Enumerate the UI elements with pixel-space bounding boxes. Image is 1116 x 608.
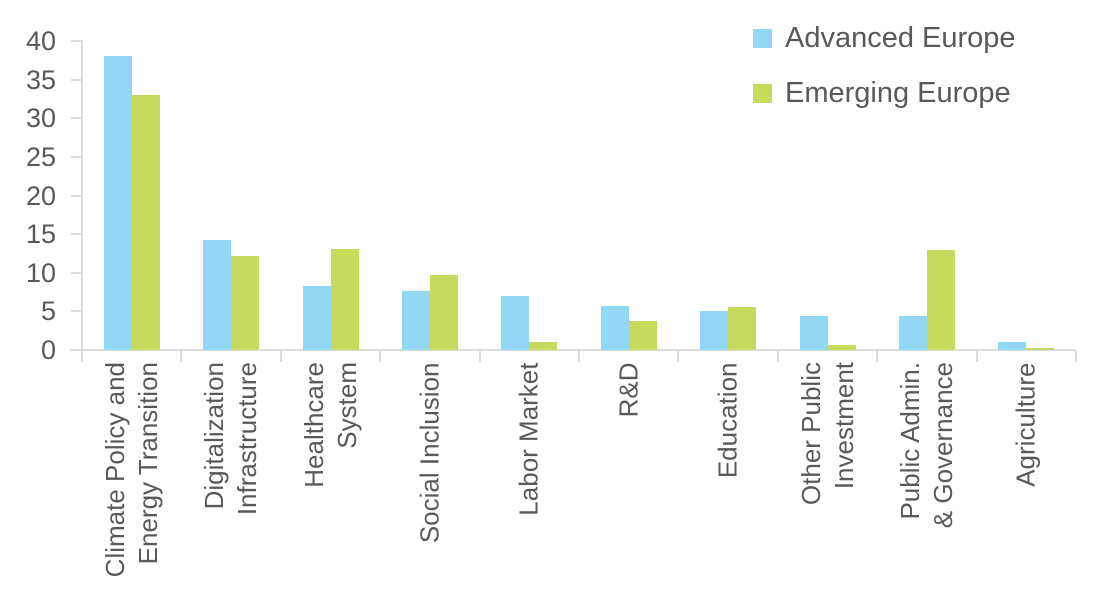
y-tick-label: 15 (25, 219, 56, 250)
x-tick-mark (279, 351, 282, 362)
x-tick-mark (677, 351, 680, 362)
bar-emerging-europe (529, 342, 558, 350)
bar-emerging-europe (330, 248, 359, 350)
x-tick-mark (1075, 351, 1077, 362)
y-tick-label: 0 (40, 335, 56, 365)
x-category-label: Labor Market (513, 362, 544, 516)
y-tick-label: 20 (25, 180, 56, 211)
bar-advanced-europe (600, 305, 629, 350)
bar-advanced-europe (998, 341, 1027, 350)
bar-emerging-europe (429, 275, 458, 350)
y-tick-label: 30 (25, 103, 56, 134)
legend-item-advanced-europe: Advanced Europe (753, 20, 1016, 56)
bar-emerging-europe (728, 306, 757, 350)
y-tick-mark (71, 271, 81, 274)
bar-advanced-europe (203, 239, 232, 350)
x-tick-mark (578, 351, 580, 362)
x-category-label: Public Admin. & Governance (894, 362, 958, 529)
y-tick-mark (71, 40, 81, 42)
bar-emerging-europe (926, 249, 955, 350)
bar-emerging-europe (628, 321, 657, 350)
y-tick-mark (71, 194, 81, 197)
bar-advanced-europe (302, 285, 331, 350)
bar-advanced-europe (401, 290, 430, 350)
y-tick-label: 25 (25, 141, 56, 172)
x-category-label: Digitalization Infrastructure (199, 362, 263, 516)
legend-item-emerging-europe: Emerging Europe (753, 75, 1016, 111)
legend-label-emerging-europe: Emerging Europe (785, 76, 1011, 109)
x-category-label: Social Inclusion (414, 362, 445, 543)
x-tick-mark (975, 351, 978, 362)
x-category-label: Healthcare System (298, 362, 362, 488)
x-category-label: Education (712, 362, 743, 478)
y-tick-mark (71, 233, 81, 236)
y-tick-mark (71, 117, 81, 120)
emerging-europe-swatch-icon (753, 83, 772, 103)
bar-advanced-europe (898, 316, 927, 350)
bar-advanced-europe (501, 295, 530, 350)
x-category-label: Agriculture (1010, 362, 1041, 487)
y-tick-mark (71, 310, 81, 313)
x-tick-mark (81, 351, 83, 362)
x-tick-mark (776, 351, 779, 362)
legend: Advanced Europe Emerging Europe (753, 20, 1016, 111)
x-tick-mark (180, 351, 183, 362)
bar-advanced-europe (103, 56, 132, 350)
bar-emerging-europe (231, 255, 260, 350)
y-axis-line (81, 40, 83, 361)
y-tick-label: 35 (25, 64, 56, 95)
x-tick-mark (876, 351, 879, 362)
x-axis-line (70, 349, 1076, 351)
legend-label-advanced-europe: Advanced Europe (785, 21, 1016, 54)
bar-advanced-europe (799, 316, 828, 350)
y-tick-label: 40 (25, 26, 56, 56)
y-tick-mark (71, 78, 81, 81)
advanced-europe-swatch-icon (753, 28, 772, 48)
bar-emerging-europe (827, 344, 856, 350)
bar-emerging-europe (131, 95, 160, 350)
y-tick-label: 10 (25, 257, 56, 288)
y-tick-mark (71, 155, 81, 158)
y-tick-label: 5 (40, 296, 56, 327)
y-tick-mark (71, 349, 81, 351)
x-tick-mark (478, 351, 481, 362)
x-category-label: Other Public Investment (795, 362, 859, 506)
bar-emerging-europe (1026, 347, 1055, 350)
x-category-label: Climate Policy and Energy Transition (99, 362, 163, 578)
x-tick-mark (379, 351, 382, 362)
bar-advanced-europe (700, 311, 729, 350)
x-category-label: R&D (613, 362, 644, 417)
